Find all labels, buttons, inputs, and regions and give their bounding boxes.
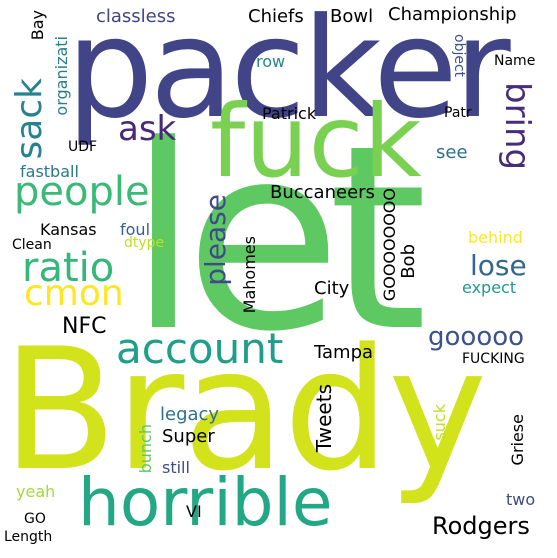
word-gooooo: gooooo [428,322,525,352]
word-goooooooo: GOOOOOOOO [380,188,399,302]
word-championship: Championship [388,4,517,25]
word-organizati: organizati [52,36,71,116]
word-city: City [314,278,350,299]
word-mahomes: Mahomes [240,236,259,314]
word-let: let [128,91,428,388]
word-two: two [506,490,536,509]
word-classless: classless [96,6,176,27]
word-please: please [199,194,232,286]
word-fucking: FUCKING [462,351,525,367]
word-rodgers: Rodgers [432,512,530,540]
word-packer: packer [66,0,511,149]
word-people: people [14,169,150,215]
word-buccaneers: Buccaneers [270,182,375,203]
word-bunch: bunch [136,424,155,474]
word-dtype: dtype [124,235,165,251]
word-bowl: Bowl [330,6,374,27]
word-brady: Brady [2,312,487,508]
word-chiefs: Chiefs [248,6,304,27]
word-legacy: legacy [160,404,220,425]
word-object: object [451,34,467,78]
word-ask: ask [118,109,177,149]
word-bay: Bay [28,10,47,41]
word-name: Name [494,53,536,69]
word-griese: Griese [508,414,527,466]
word-patrick: Patrick [262,104,317,123]
word-row: row [256,52,286,71]
word-behind: behind [468,228,523,247]
word-horrible: horrible [78,464,333,541]
word-bob: Bob [398,244,419,279]
word-super: Super [162,426,215,447]
word-account: account [116,324,284,373]
word-sack: sack [9,78,50,160]
word-go: GO [24,511,46,527]
word-tweets: Tweets [312,384,336,453]
word-still: still [162,458,190,477]
word-fuck: fuck [210,83,422,200]
word-see: see [436,142,468,163]
word-length: Length [4,529,53,545]
word-clean: Clean [12,237,52,253]
word-ratio: ratio [22,245,115,291]
word-tampa: Tampa [314,342,374,363]
word-kansas: Kansas [40,220,97,239]
word-yeah: yeah [16,482,56,501]
word-cmon: cmon [24,273,124,314]
word-expect: expect [462,278,517,297]
word-lose: lose [470,249,527,282]
word-udf: UDF [68,139,98,155]
word-nfc: NFC [62,314,107,339]
word-foul: foul [120,220,151,239]
word-patr: Patr [444,105,472,121]
word-bring: bring [497,82,537,171]
word-suck: suck [430,404,449,441]
word-vi: VI [186,502,202,521]
word-fastball: fastball [20,162,79,181]
